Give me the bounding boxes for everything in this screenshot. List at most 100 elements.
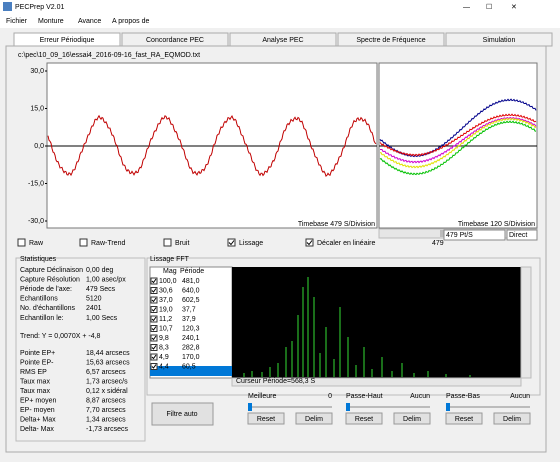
column-header: Mag [163,268,177,275]
tab[interactable] [121,32,229,47]
spectrum-plot [232,267,521,378]
check-mark [151,335,157,341]
fft-period: 282,8 [182,344,200,351]
stat-label: Echantillons [20,296,58,303]
minimize-button[interactable]: — [463,4,470,11]
timebase-label: Timebase 479 S/Division [298,221,375,228]
check-mark [151,288,157,293]
slider-value: 0 [328,393,332,400]
menu-item[interactable]: Fichier [6,18,28,25]
stat-value: -1,73 arcsecs [86,426,129,433]
stat-label: Capture Déclinaison [20,267,83,274]
rate-combo[interactable] [443,229,506,241]
fft-period: 481,0 [182,278,200,285]
stat-label: RMS EP [20,369,47,376]
slider-label: Passe-Bas [446,393,480,400]
auto-filter-button[interactable] [151,402,214,426]
check-mark [151,364,157,369]
tab[interactable] [13,32,121,47]
checkbox[interactable] [227,238,236,247]
fft-mag: 4,9 [159,354,169,361]
stat-label: Echantillon le: [20,315,64,322]
check-mark [151,316,157,322]
option-label: Raw-Trend [91,240,125,247]
scroll-thumb[interactable] [440,230,446,237]
button[interactable] [445,412,483,425]
fft-period: 170,0 [182,354,200,361]
check-mark [151,345,157,350]
stat-label: Pointe EP+ [20,350,55,357]
tab[interactable] [229,32,337,47]
stat-value: 1,73 arcsec/s [86,378,128,385]
stat-label: No. d'échantillons [20,305,76,312]
checkbox[interactable] [79,238,88,247]
stat-value: 0,00 deg [86,267,113,274]
stat-label: Période de l'axe: [20,286,72,293]
checkbox[interactable] [163,238,172,247]
y-label: -30,0 [28,218,44,225]
stat-value: 8,87 arcsecs [86,397,126,404]
stat-value: 479 Secs [86,286,116,293]
stat-value: 7,70 arcsecs [86,407,126,414]
menu-item[interactable]: A propos de [112,18,149,25]
fft-table [149,266,233,379]
fft-mag: 37,0 [159,297,173,304]
rate-value: 479 Pt/S [446,232,473,239]
stat-label: Delta+ Max [20,416,56,423]
check-mark [151,297,157,303]
stat-value: 6,57 arcsecs [86,369,126,376]
button[interactable] [393,412,431,425]
slider-thumb[interactable] [346,403,350,411]
tab[interactable] [337,32,445,47]
button[interactable] [247,412,285,425]
stats-group [15,257,146,442]
fft-period: 640,0 [182,287,200,294]
check-mark [151,307,157,312]
menu-item[interactable]: Monture [38,18,64,25]
tab-label: Spectre de Fréquence [356,37,425,44]
button[interactable] [345,412,383,425]
stat-label: EP+ moyen [20,397,56,404]
fft-period: 120,3 [182,325,200,332]
app-icon [3,2,12,11]
slider-thumb[interactable] [446,403,450,411]
stat-value: 1,00 Secs [86,315,118,322]
spectrum-hscroll[interactable] [231,377,522,387]
stat-value: 2401 [86,305,102,312]
check-mark [151,354,157,360]
maximize-button[interactable]: ☐ [486,3,492,11]
y-label: 30,0 [30,68,44,75]
stat-label: Taux max [20,378,50,385]
detail-curve [379,120,537,176]
mode-combo[interactable] [506,229,538,241]
fft-period: 60,5 [182,363,196,370]
fft-mag: 19,0 [159,306,173,313]
stat-label: Delta- Max [20,426,54,433]
check-mark [151,278,157,284]
y-label: 0,0 [34,143,44,150]
slider-label: Meilleure [248,393,277,400]
checkbox[interactable] [305,238,314,247]
checkbox[interactable] [17,238,26,247]
stat-value: 5120 [86,296,102,303]
button[interactable] [295,412,333,425]
button-label: Delim [403,416,421,423]
scroll-value: 479 [432,240,444,247]
close-button[interactable]: ✕ [511,4,517,11]
button-label: Delim [305,416,323,423]
file-path: c:\pec\10_09_16\essai4_2016-09-16_fast_R… [18,52,200,59]
slider-thumb[interactable] [248,403,252,411]
button-label: Filtre auto [166,411,197,418]
option-label: Bruit [175,240,189,247]
button[interactable] [493,412,531,425]
option-label: Lissage [239,240,263,247]
stat-label: Pointe EP- [20,359,54,366]
spectrum-vscroll[interactable] [520,266,532,379]
tab[interactable] [445,32,553,47]
fft-period: 602,5 [182,297,200,304]
button-label: Reset [257,416,275,423]
check-mark [151,326,157,331]
menu-item[interactable]: Avance [78,18,101,25]
y-label: -15,0 [28,180,44,187]
